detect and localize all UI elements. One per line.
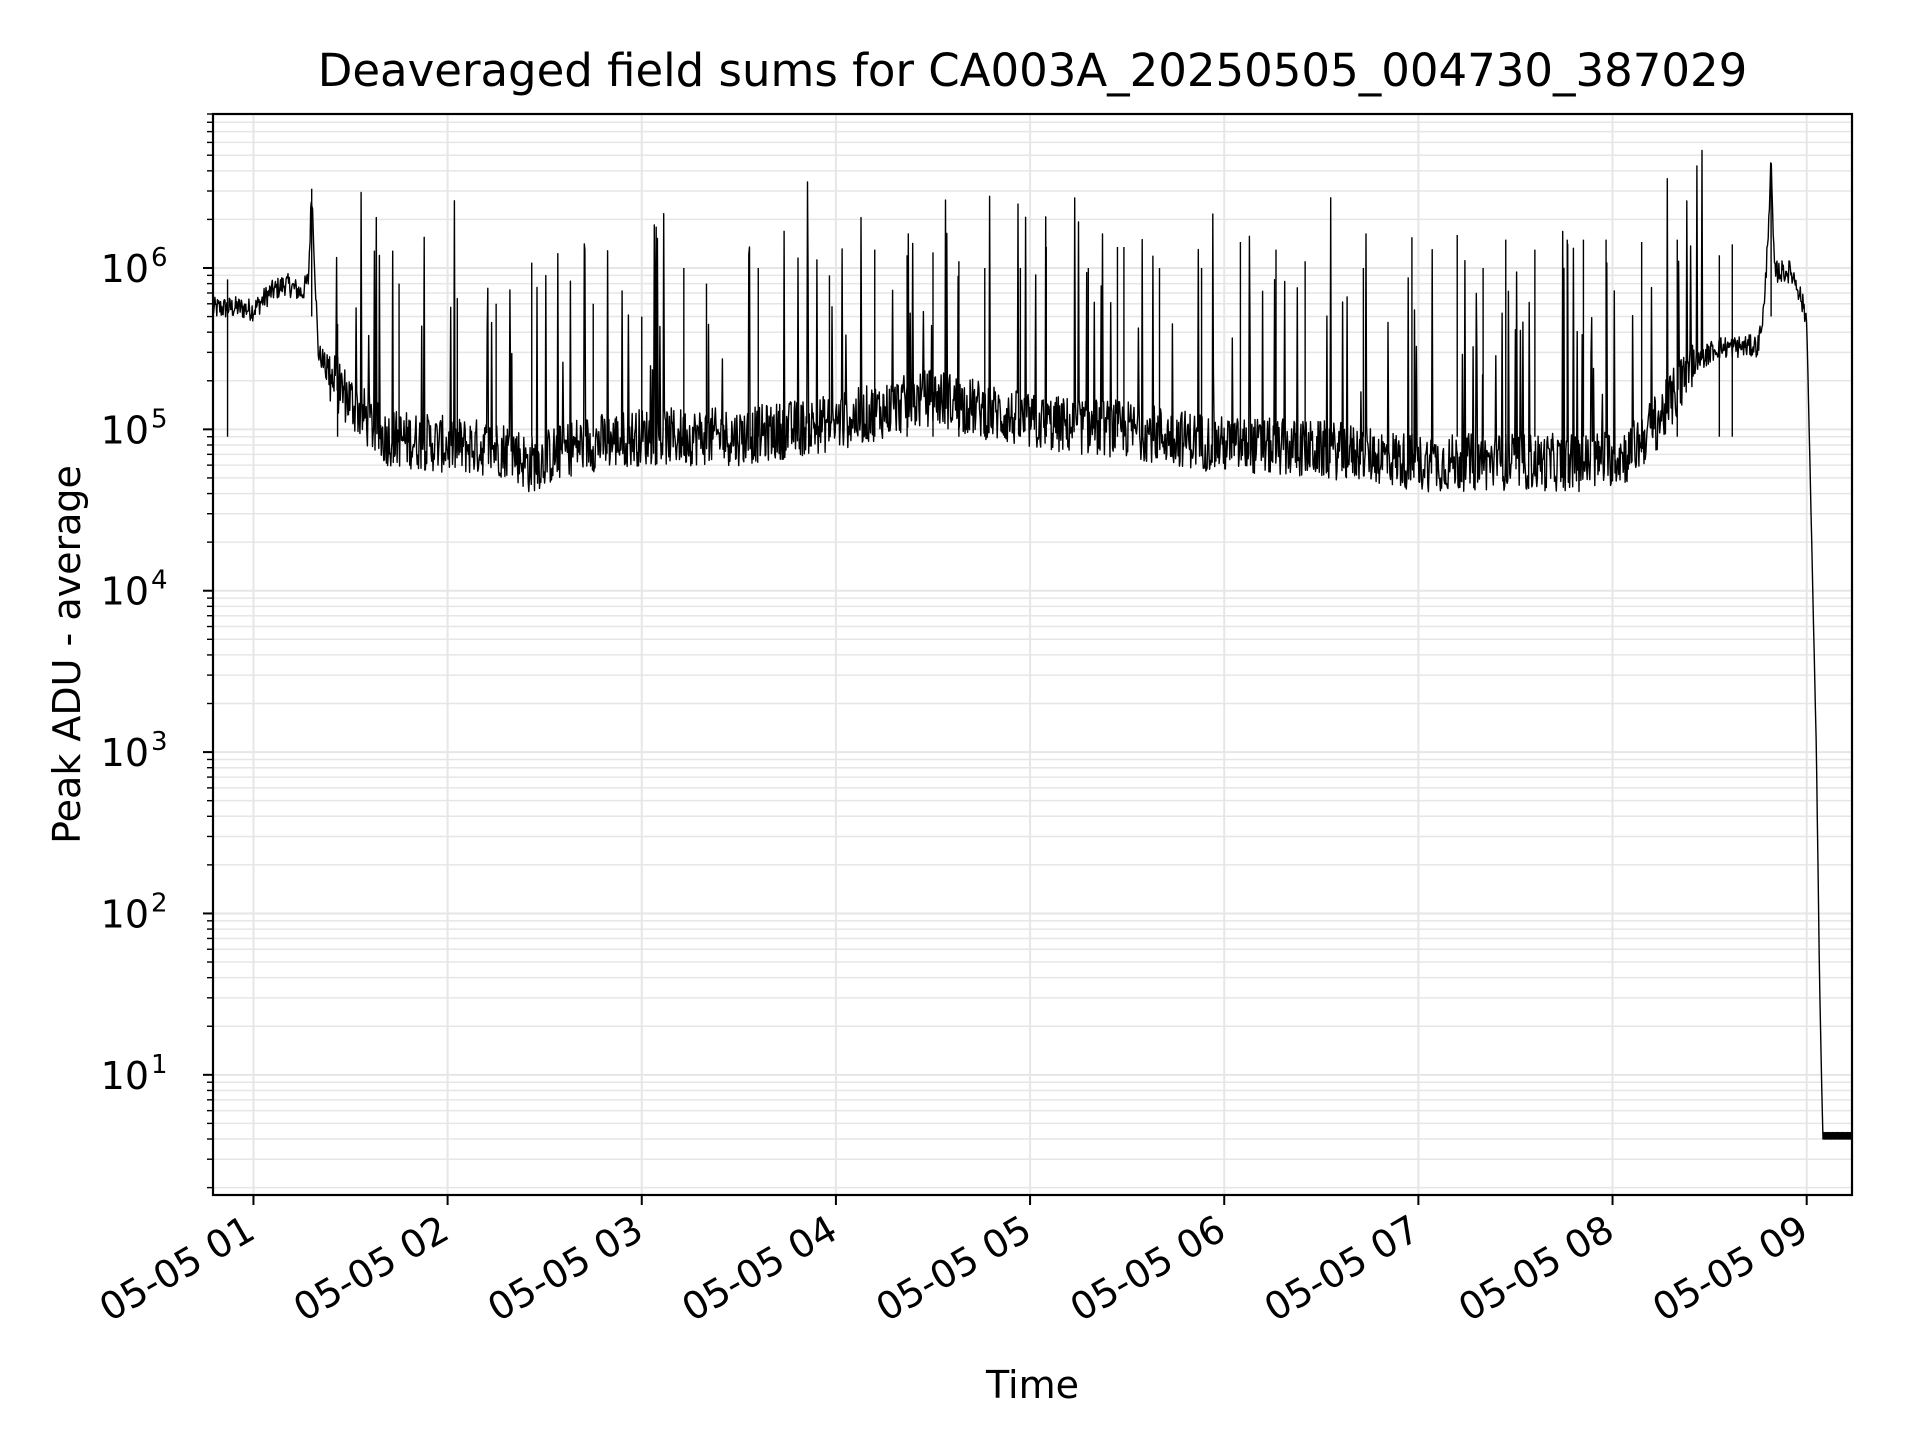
x-tick-label: 05-05 04 [674,1207,844,1331]
x-tick-label: 05-05 09 [1645,1207,1815,1331]
y-tick-base: 10 [101,570,149,614]
x-axis-label: Time [985,1363,1079,1407]
y-tick-exponent: 1 [151,1050,168,1080]
y-axis-label: Peak ADU - average [45,465,89,844]
y-tick-exponent: 4 [151,566,168,596]
y-tick-label: 10 [101,570,149,614]
y-tick-exponent: 5 [151,404,168,434]
x-tick-label: 05-05 01 [92,1207,262,1331]
y-tick-exponent: 3 [151,727,168,757]
x-tick-label: 05-05 05 [869,1207,1039,1331]
series-layer [212,149,1853,1140]
y-tick-exponent: 6 [151,243,168,273]
series-line [212,149,1853,1140]
y-tick-base: 10 [101,1054,149,1098]
y-tick-base: 10 [101,408,149,452]
x-tick-label: 05-05 08 [1451,1207,1621,1331]
y-tick-label: 10 [101,892,149,936]
x-tick-label: 05-05 07 [1257,1207,1427,1331]
y-tick-label: 10 [101,731,149,775]
y-tick-label: 10 [101,1054,149,1098]
y-tick-label: 10 [101,408,149,452]
y-tick-base: 10 [101,731,149,775]
y-tick-base: 10 [101,247,149,291]
y-tick-label: 10 [101,247,149,291]
chart-title: Deaveraged field sums for CA003A_2025050… [318,44,1748,97]
y-tick-base: 10 [101,892,149,936]
y-tick-exponent: 2 [151,888,168,918]
x-tick-label: 05-05 02 [286,1207,456,1331]
x-tick-label: 05-05 06 [1063,1207,1233,1331]
grid-layer [213,113,1852,1195]
x-tick-label: 05-05 03 [480,1207,650,1331]
